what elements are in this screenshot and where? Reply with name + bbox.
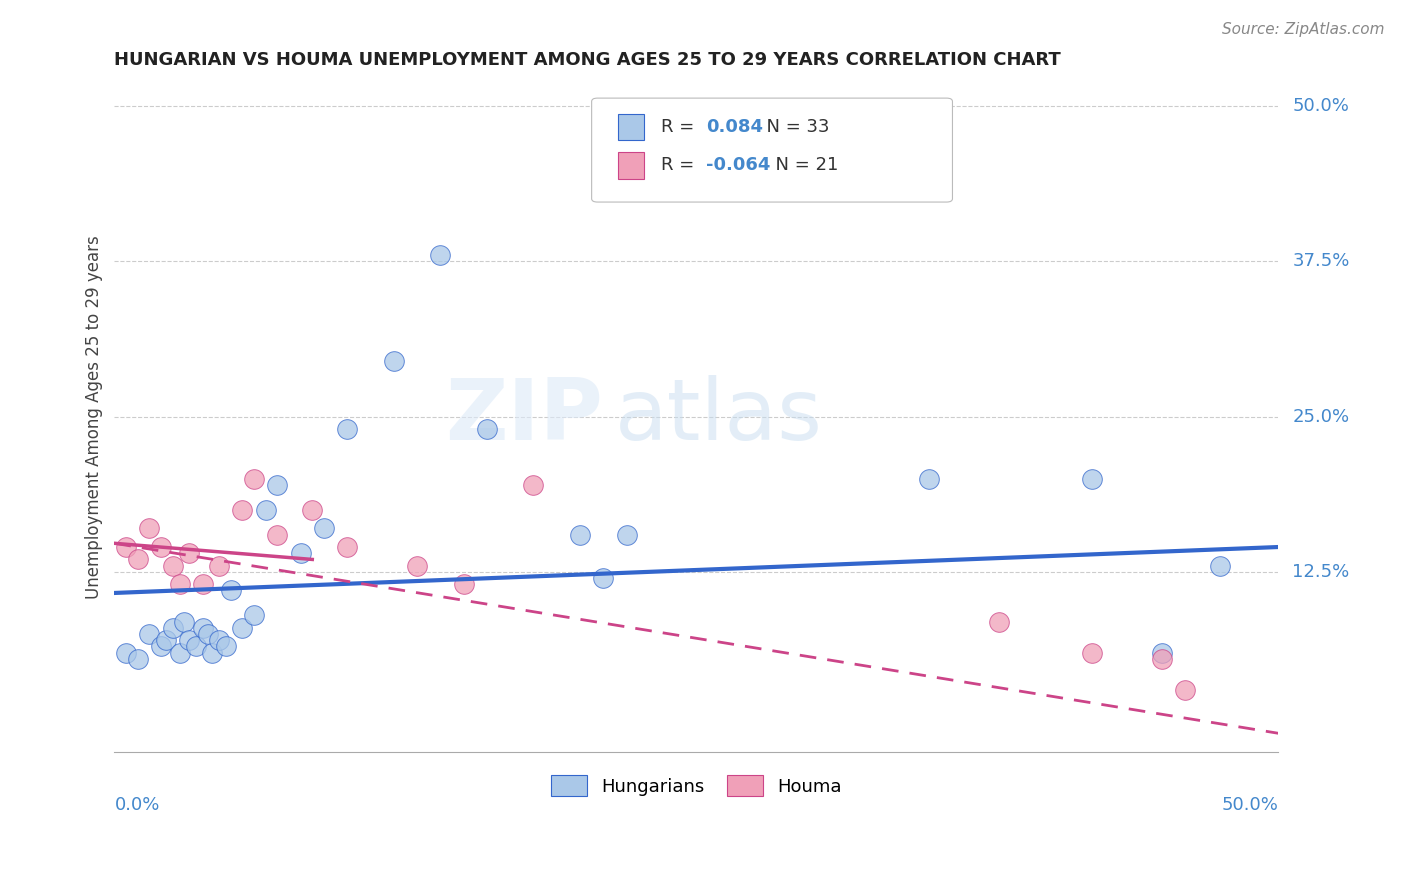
Text: 12.5%: 12.5% (1292, 563, 1350, 581)
Text: atlas: atlas (614, 376, 823, 458)
Point (177, 546, 200, 560)
Point (1174, 682, 1197, 697)
Point (453, 577, 475, 591)
Text: 50.0%: 50.0% (1292, 97, 1350, 115)
Point (475, 422, 498, 436)
Point (522, 478, 544, 492)
Point (115, 540, 138, 554)
Text: 50.0%: 50.0% (1222, 796, 1278, 814)
Point (301, 502, 323, 516)
Point (155, 633, 177, 648)
Point (149, 640, 172, 654)
Point (406, 558, 429, 573)
Point (169, 646, 191, 660)
Point (1081, 472, 1104, 486)
Text: 25.0%: 25.0% (1292, 408, 1350, 425)
Point (219, 583, 242, 598)
Point (208, 558, 231, 573)
FancyBboxPatch shape (619, 113, 644, 140)
Point (197, 627, 219, 641)
Point (177, 633, 200, 648)
Point (208, 633, 231, 648)
Point (138, 627, 160, 641)
Text: ZIP: ZIP (446, 376, 603, 458)
Text: N = 21: N = 21 (763, 156, 838, 174)
Text: N = 33: N = 33 (755, 118, 830, 136)
Point (127, 652, 149, 666)
Point (201, 646, 224, 660)
Text: R =: R = (661, 156, 700, 174)
Point (1209, 558, 1232, 573)
Point (266, 527, 288, 541)
Point (616, 527, 638, 541)
Point (312, 521, 335, 535)
Text: R =: R = (661, 118, 700, 136)
Point (254, 502, 277, 516)
Text: Source: ZipAtlas.com: Source: ZipAtlas.com (1222, 22, 1385, 37)
Point (336, 540, 359, 554)
Point (231, 621, 253, 635)
Point (592, 571, 614, 585)
Point (266, 478, 288, 492)
Point (1150, 646, 1173, 660)
Point (184, 640, 207, 654)
Point (138, 521, 160, 535)
Text: 0.0%: 0.0% (114, 796, 160, 814)
Point (162, 621, 184, 635)
Point (191, 621, 214, 635)
Point (115, 646, 138, 660)
Text: HUNGARIAN VS HOUMA UNEMPLOYMENT AMONG AGES 25 TO 29 YEARS CORRELATION CHART: HUNGARIAN VS HOUMA UNEMPLOYMENT AMONG AG… (114, 51, 1062, 69)
Point (162, 558, 184, 573)
Point (918, 472, 941, 486)
Point (191, 577, 214, 591)
Text: 37.5%: 37.5% (1292, 252, 1350, 270)
Point (290, 546, 312, 560)
Point (149, 540, 172, 554)
Point (215, 640, 238, 654)
Text: -0.064: -0.064 (706, 156, 770, 174)
Point (336, 422, 359, 436)
Point (1150, 652, 1173, 666)
Point (173, 615, 195, 629)
Point (1081, 646, 1104, 660)
Point (169, 577, 191, 591)
Point (569, 527, 592, 541)
Point (231, 502, 253, 516)
Y-axis label: Unemployment Among Ages 25 to 29 years: Unemployment Among Ages 25 to 29 years (86, 235, 103, 599)
Point (382, 353, 405, 368)
Point (127, 552, 149, 566)
Point (988, 615, 1011, 629)
Point (243, 472, 266, 486)
Text: 0.084: 0.084 (706, 118, 762, 136)
Legend: Hungarians, Houma: Hungarians, Houma (544, 768, 849, 803)
FancyBboxPatch shape (592, 98, 952, 202)
FancyBboxPatch shape (619, 152, 644, 178)
Point (243, 608, 266, 623)
Point (429, 248, 451, 262)
